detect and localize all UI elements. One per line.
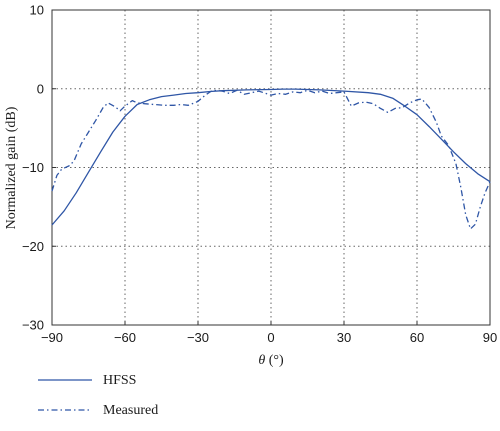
y-tick-label: −30: [22, 318, 44, 333]
plot-frame: [51, 9, 491, 326]
y-tick-label: 10: [30, 3, 44, 18]
x-axis-label-symbol: θ: [258, 353, 265, 368]
x-tick-label: 60: [410, 330, 424, 345]
y-tick-label: −20: [22, 239, 44, 254]
series-line-measured: [51, 89, 491, 230]
x-tick-label: −90: [41, 330, 63, 345]
x-tick-label: 30: [337, 330, 351, 345]
x-axis-label-unit: (°): [265, 353, 284, 368]
y-tick-label: −10: [22, 160, 44, 175]
y-tick-label: 0: [37, 81, 44, 96]
series-line-hfss: [51, 88, 491, 226]
tick-labels: −90 −60 −30 0 30 60 90 −30 −20 −10 0 10: [22, 3, 497, 346]
legend-label-hfss: HFSS: [103, 373, 136, 388]
x-tick-label: −60: [114, 330, 136, 345]
x-tick-label: 0: [267, 330, 274, 345]
y-axis-label: Normalized gain (dB): [4, 106, 19, 229]
x-tick-label: −30: [187, 330, 209, 345]
series-layer: [51, 88, 491, 230]
x-axis-label: θ (°): [258, 353, 284, 368]
grid: [51, 9, 491, 326]
x-tick-label: 90: [483, 330, 497, 345]
legend: HFSS Measured: [38, 373, 158, 418]
legend-label-measured: Measured: [103, 403, 158, 418]
